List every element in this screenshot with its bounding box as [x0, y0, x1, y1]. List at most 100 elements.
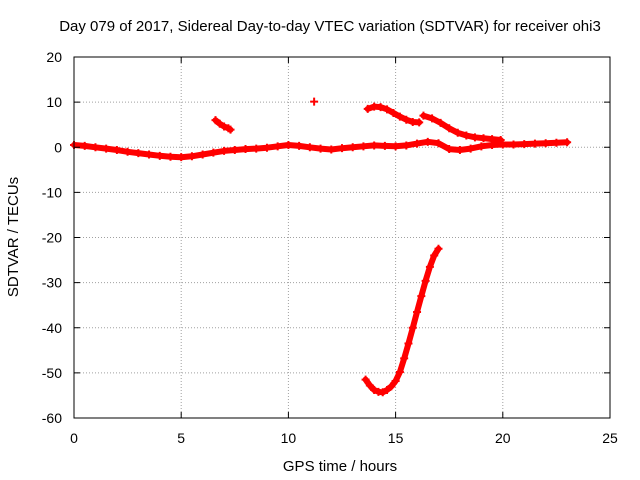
data-point [413, 307, 422, 316]
data-point [425, 262, 434, 271]
chart-title: Day 079 of 2017, Sidereal Day-to-day VTE… [59, 18, 601, 35]
data-point [430, 251, 439, 260]
data-point [395, 112, 404, 121]
data-point [295, 141, 304, 150]
x-tick-label: 5 [177, 430, 185, 446]
data-point [370, 141, 379, 150]
data-point [466, 144, 475, 153]
data-point [423, 137, 432, 146]
data-point [428, 114, 437, 123]
series-line [362, 245, 442, 396]
data-point [338, 144, 346, 153]
data-point [387, 382, 396, 391]
data-point [402, 141, 411, 150]
grid [74, 57, 610, 418]
data-point [455, 145, 464, 154]
data-point [166, 152, 175, 161]
data-point [383, 105, 392, 114]
data-point [112, 145, 121, 154]
data-point [359, 142, 368, 151]
series-main-track [70, 137, 572, 162]
data-point [305, 143, 314, 152]
data-point [470, 133, 479, 142]
y-axis-label: SDTVAR / TECUs [5, 177, 22, 297]
data-point [365, 381, 374, 390]
data-point [211, 116, 220, 125]
data-point [226, 125, 235, 134]
data-point [241, 145, 250, 154]
data-point [376, 103, 385, 112]
y-tick-label: 0 [54, 139, 62, 155]
data-point [389, 108, 398, 117]
data-point [400, 354, 409, 363]
y-tick-label: -60 [42, 410, 62, 426]
data-point [421, 276, 430, 285]
data-point [91, 143, 100, 152]
data-point [520, 140, 529, 149]
data-point [198, 150, 207, 159]
series-arc-14-16h [363, 102, 424, 127]
y-tick-label: -30 [42, 275, 62, 291]
data-point [361, 375, 370, 384]
data-point [436, 118, 445, 127]
data-point [509, 140, 518, 149]
data-point [563, 138, 572, 147]
data-point [415, 118, 424, 127]
series-arc-16-20h [419, 111, 505, 145]
data-point [363, 104, 372, 113]
data-point [462, 131, 471, 140]
data-point [380, 141, 389, 150]
series-point-11h [310, 97, 319, 106]
data-point [453, 128, 462, 137]
series-arc-6h [211, 116, 235, 134]
data-point [378, 388, 387, 397]
data-point [541, 139, 550, 148]
x-axis-label: GPS time / hours [283, 458, 397, 475]
data-point [123, 147, 132, 156]
data-point [310, 97, 319, 106]
tick-labels: 0 5 10 15 20 25 -60 -50 -40 -30 -20 -10 0 10 20 [42, 49, 618, 446]
data-point [327, 145, 336, 154]
data-point [215, 119, 224, 128]
data-point [552, 138, 561, 147]
data-point [434, 139, 443, 148]
x-tick-label: 20 [495, 430, 511, 446]
data-point [273, 142, 282, 151]
data-point [262, 143, 271, 152]
y-tick-label: 10 [46, 94, 62, 110]
data-layer [70, 97, 572, 397]
x-tick-label: 10 [281, 430, 297, 446]
data-point [530, 139, 539, 148]
data-point [419, 111, 428, 120]
x-tick-label: 0 [70, 430, 78, 446]
data-point [348, 143, 357, 152]
data-point [413, 139, 422, 148]
y-tick-label: -40 [42, 320, 62, 336]
data-point [445, 145, 454, 154]
data-point [445, 124, 454, 133]
data-point [395, 367, 404, 376]
series-line [420, 112, 504, 143]
data-point [177, 153, 186, 162]
data-point [284, 140, 293, 149]
data-point [187, 152, 196, 161]
data-point [479, 134, 488, 143]
data-point [252, 144, 261, 153]
data-point [496, 136, 505, 145]
data-point [209, 148, 218, 157]
data-point [402, 115, 411, 124]
data-point [391, 376, 400, 385]
data-point [230, 145, 239, 154]
data-point [391, 142, 400, 151]
y-tick-label: -20 [42, 230, 62, 246]
data-point [434, 244, 443, 253]
data-point [134, 149, 143, 158]
y-tick-label: 20 [46, 49, 62, 65]
y-tick-label: -10 [42, 184, 62, 200]
data-point [370, 386, 379, 395]
data-point [220, 146, 229, 155]
data-point [417, 292, 426, 301]
data-point [488, 135, 497, 144]
x-tick-label: 25 [602, 430, 618, 446]
